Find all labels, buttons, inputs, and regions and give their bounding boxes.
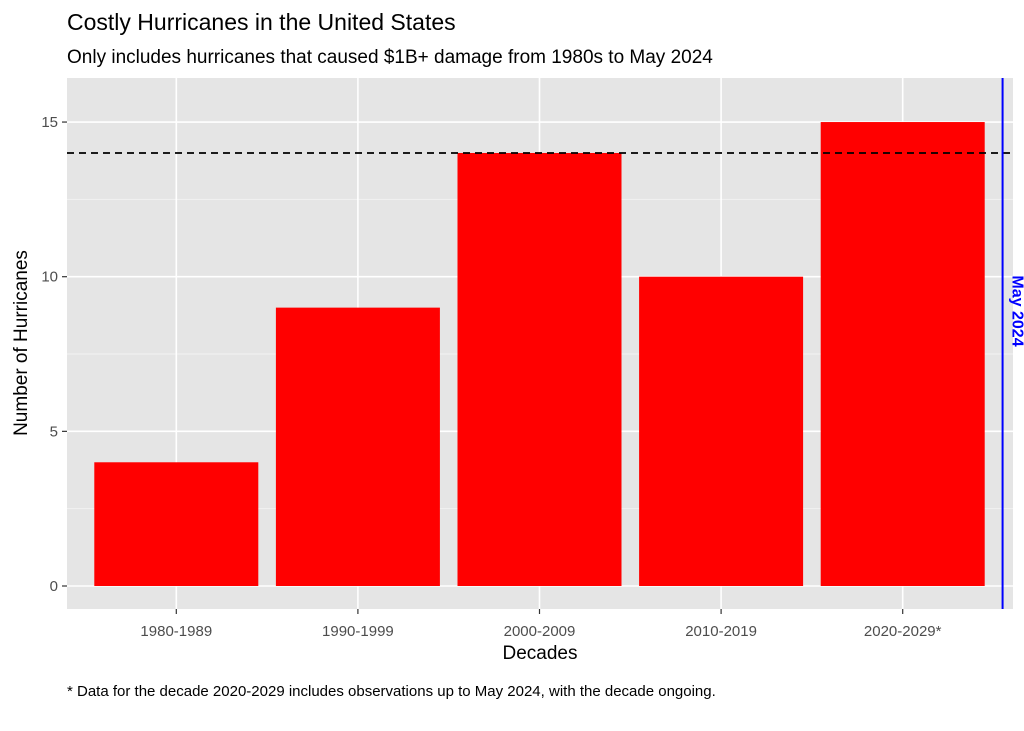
bars (94, 122, 985, 587)
y-axis-title: Number of Hurricanes (11, 250, 32, 436)
x-axis-ticks: 1980-1989 1990-1999 2000-2009 2010-2019 2020… (140, 609, 942, 640)
bar (457, 152, 622, 587)
y-tick-label: 10 (41, 269, 58, 286)
bar (639, 276, 804, 586)
y-axis-ticks: 0 5 10 15 (41, 114, 67, 595)
y-tick-label: 0 (50, 578, 58, 595)
bar (275, 307, 440, 586)
bar (820, 122, 985, 587)
chart-caption: * Data for the decade 2020-2029 includes… (67, 683, 716, 700)
y-tick-label: 5 (50, 423, 58, 440)
x-tick-label: 2000-2009 (504, 623, 576, 640)
x-tick-label: 1980-1989 (140, 623, 212, 640)
x-axis-title: Decades (503, 643, 578, 664)
x-tick-label: 2010-2019 (685, 623, 757, 640)
vertical-marker-label: May 2024 (1009, 275, 1024, 346)
reference-layer: May 2024 (67, 78, 1024, 609)
x-tick-label: 2020-2029* (864, 623, 942, 640)
bar (94, 462, 259, 586)
chart-subtitle: Only includes hurricanes that caused $1B… (67, 47, 713, 68)
x-tick-label: 1990-1999 (322, 623, 394, 640)
chart-title: Costly Hurricanes in the United States (67, 9, 456, 35)
y-tick-label: 15 (41, 114, 58, 131)
